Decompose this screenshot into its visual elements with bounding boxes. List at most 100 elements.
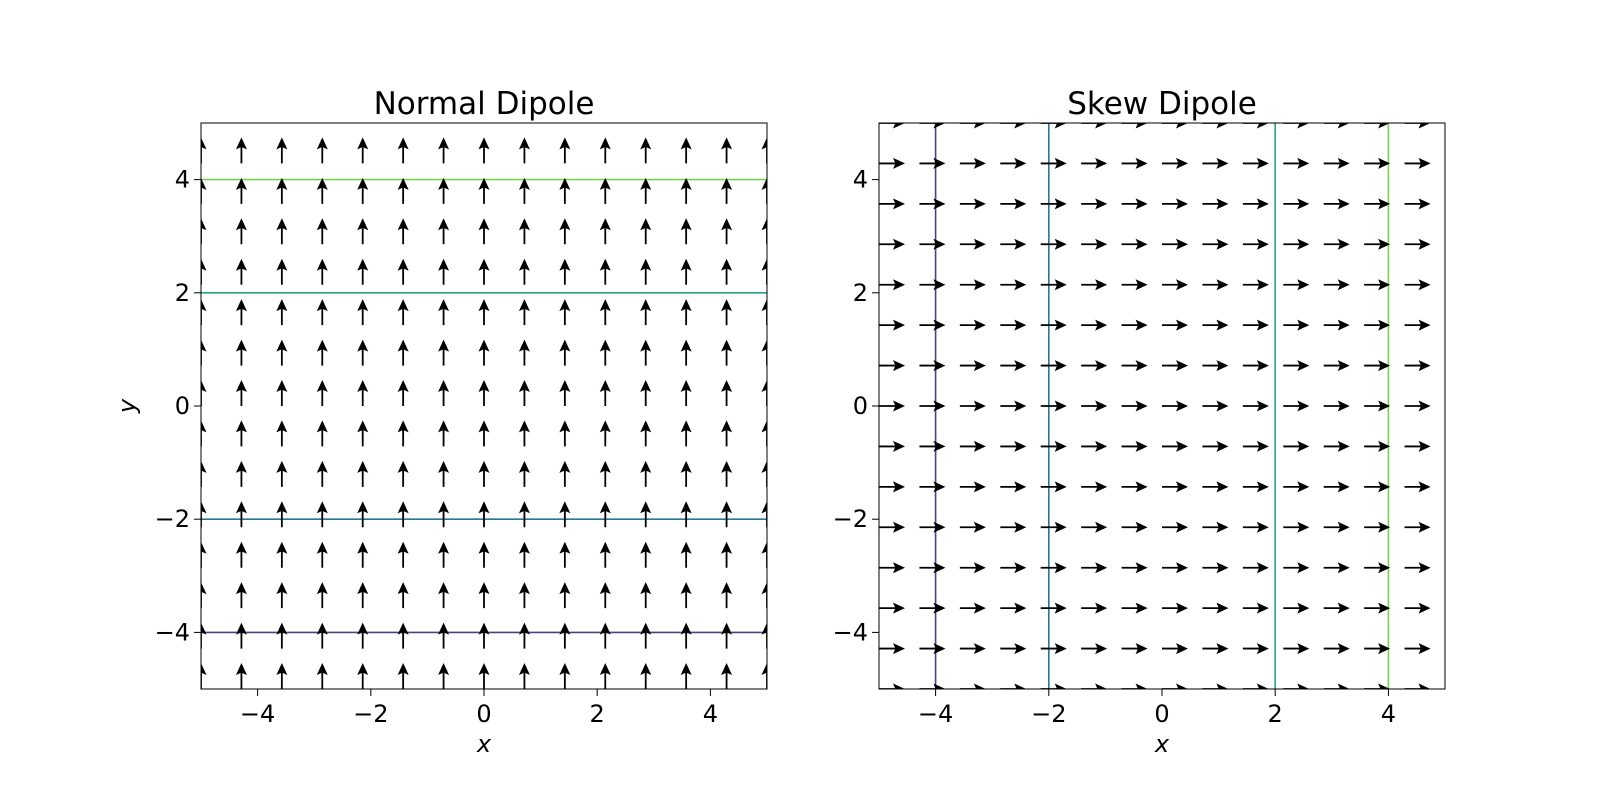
y-tick-label: −2 <box>833 505 868 533</box>
field-arrow <box>1364 562 1391 574</box>
field-arrow <box>1242 198 1269 210</box>
field-arrow <box>1323 400 1350 412</box>
field-arrow <box>1081 521 1108 533</box>
field-arrow <box>919 440 946 452</box>
field-arrow <box>721 420 733 447</box>
y-tick-label: 2 <box>853 279 868 307</box>
plot-area <box>879 123 1431 689</box>
field-arrow <box>919 279 946 291</box>
field-arrow <box>600 97 611 123</box>
field-arrow <box>235 137 247 164</box>
field-arrow <box>959 481 986 493</box>
field-arrow <box>357 541 369 568</box>
field-arrow <box>919 360 946 372</box>
field-arrow <box>1081 238 1108 250</box>
chart-title: Skew Dipole <box>1067 86 1257 122</box>
field-arrow <box>1121 440 1148 452</box>
field-arrow <box>357 380 369 406</box>
field-arrow <box>438 663 450 689</box>
field-arrow <box>1404 279 1431 291</box>
field-arrow <box>1081 602 1108 614</box>
field-arrow <box>1081 157 1108 169</box>
field-arrow <box>316 501 328 528</box>
field-arrow <box>640 97 651 123</box>
field-arrow <box>1000 440 1027 452</box>
field-arrow <box>1364 481 1391 493</box>
field-arrow <box>276 258 288 285</box>
field-arrow <box>559 177 571 204</box>
field-arrow <box>236 97 247 123</box>
skew-dipole-panel: Skew Dipole −4 −2 0 2 4 −4 −2 0 2 4 x <box>833 86 1446 758</box>
y-axis-label: y <box>113 398 141 414</box>
y-tick-label: 2 <box>175 279 190 307</box>
field-arrow <box>357 460 369 487</box>
field-arrow <box>680 258 692 285</box>
field-arrow <box>397 541 409 568</box>
field-arrow <box>478 218 490 245</box>
field-arrow <box>235 663 247 689</box>
field-arrow <box>276 380 288 406</box>
field-arrow <box>559 460 571 487</box>
field-arrow <box>478 622 490 649</box>
field-arrow <box>599 663 611 689</box>
field-arrow <box>1404 123 1431 129</box>
field-arrow <box>1040 521 1067 533</box>
field-arrow <box>1121 562 1148 574</box>
field-arrow <box>1040 360 1067 372</box>
field-arrow <box>959 643 986 655</box>
field-arrow <box>1202 643 1229 655</box>
field-arrow <box>1040 400 1067 412</box>
field-arrow <box>518 501 530 528</box>
field-arrow <box>680 663 692 689</box>
field-arrow <box>1162 400 1188 412</box>
field-arrow <box>1162 279 1188 291</box>
field-arrow <box>201 299 207 326</box>
field-arrow <box>1283 643 1310 655</box>
field-arrow <box>235 541 247 568</box>
field-arrow <box>1202 602 1229 614</box>
field-arrow <box>1283 279 1310 291</box>
field-arrow <box>397 663 409 689</box>
field-arrow <box>640 339 652 366</box>
field-arrow <box>478 299 490 326</box>
field-arrow <box>1162 440 1188 452</box>
field-arrow <box>1364 157 1391 169</box>
x-tick-label: −4 <box>240 700 275 728</box>
field-arrow <box>680 501 692 528</box>
field-arrow <box>1242 238 1269 250</box>
field-arrow <box>721 218 733 245</box>
field-arrow <box>959 602 986 614</box>
field-arrow <box>1121 683 1148 689</box>
field-arrow <box>478 137 490 164</box>
field-arrow <box>599 460 611 487</box>
field-arrow <box>680 218 692 245</box>
field-arrow <box>879 157 905 169</box>
field-arrow <box>1364 360 1391 372</box>
field-arrow <box>1283 602 1310 614</box>
field-arrow <box>1283 157 1310 169</box>
field-arrow <box>1121 238 1148 250</box>
field-arrow <box>1404 157 1431 169</box>
field-arrow <box>235 339 247 366</box>
field-arrow <box>1081 643 1108 655</box>
y-tick-label: 0 <box>175 392 190 420</box>
field-arrow <box>1081 319 1108 331</box>
field-arrow <box>201 218 207 245</box>
field-arrow <box>1404 602 1431 614</box>
x-axis-ticks: −4 −2 0 2 4 <box>240 689 718 728</box>
field-arrow <box>1202 123 1229 129</box>
field-arrow <box>518 137 530 164</box>
field-arrow <box>1404 238 1431 250</box>
field-arrow <box>438 177 450 204</box>
y-tick-label: −4 <box>833 618 868 646</box>
field-arrow <box>1081 198 1108 210</box>
field-arrow <box>357 663 369 689</box>
field-arrow <box>1283 360 1310 372</box>
field-arrow <box>1162 602 1188 614</box>
field-arrow <box>1323 238 1350 250</box>
field-arrow <box>879 562 905 574</box>
field-arrow <box>761 420 767 447</box>
field-arrow <box>1000 279 1027 291</box>
field-arrow <box>201 582 207 609</box>
vector-field <box>879 123 1431 689</box>
